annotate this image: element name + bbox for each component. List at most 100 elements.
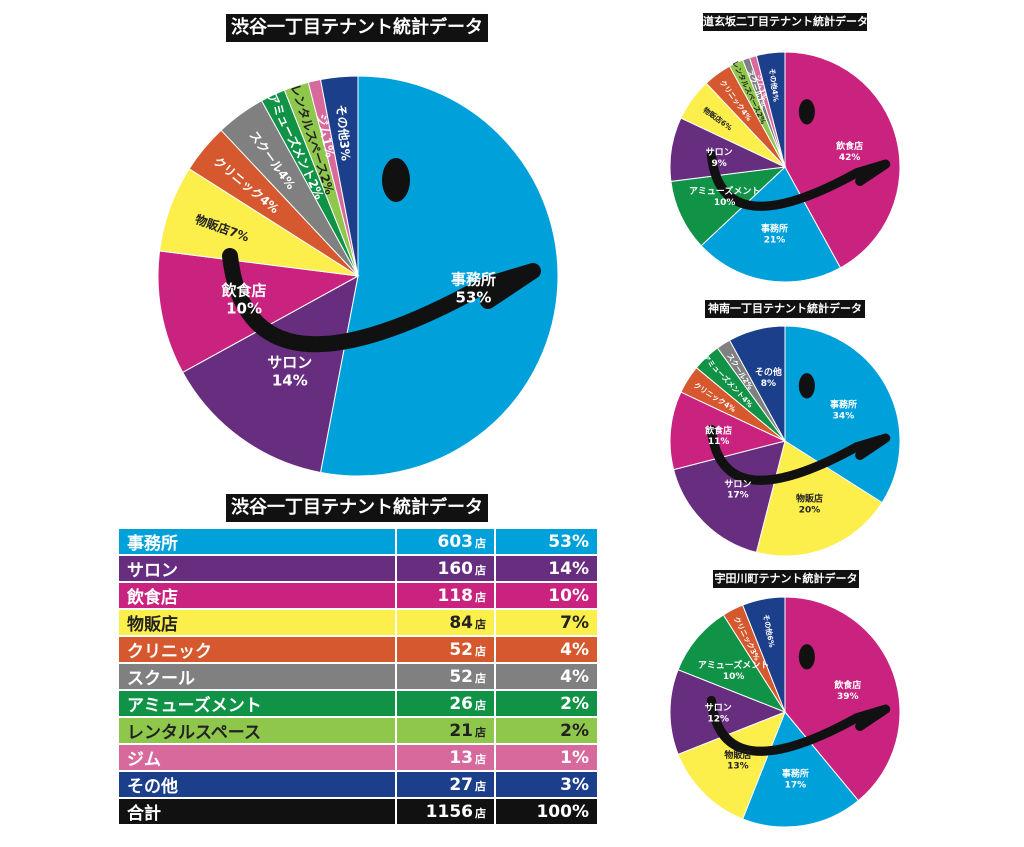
slice-value-label: 12% xyxy=(708,714,730,724)
pie-slice-salon xyxy=(182,275,359,474)
slice-value-label: 53% xyxy=(456,289,492,307)
slice-label-group: その他4% xyxy=(767,68,780,103)
row-label: その他 xyxy=(119,771,397,799)
pie-slice-office xyxy=(700,166,842,283)
smiley-mouth xyxy=(222,248,541,353)
slice-value-label: 42% xyxy=(839,153,861,163)
main-chart-title: 渋谷一丁目テナント統計データ xyxy=(226,14,488,42)
slice-label: 物販店 xyxy=(796,493,823,505)
slice-label: サロン xyxy=(706,147,733,158)
row-label: クリニック xyxy=(119,636,397,664)
slice-label: 物販店 xyxy=(724,749,751,761)
pie-slice-other xyxy=(742,596,786,713)
unit-label: 店 xyxy=(475,671,486,685)
slice-label: その他 xyxy=(755,366,782,378)
slice-value-label: 34% xyxy=(833,411,855,421)
smiley-eye xyxy=(382,158,410,202)
slice-label: 飲食店 xyxy=(833,679,861,691)
unit-label: 店 xyxy=(475,644,486,658)
table-row: クリニック 52 店 4% xyxy=(119,636,597,664)
row-count: 21 店 xyxy=(395,717,495,745)
slice-label: 事務所 xyxy=(830,399,857,411)
slice-value-label: 13% xyxy=(727,762,749,772)
udagawa-chart-title: 宇田川町テナント統計データ xyxy=(713,570,859,588)
dogenzaka-chart-title: 道玄坂二丁目テナント統計データ xyxy=(703,13,868,31)
table-row: アミューズメント 26 店 2% xyxy=(119,690,597,718)
row-label: 事務所 xyxy=(119,529,397,556)
slice-value-label: 14% xyxy=(272,372,308,390)
slice-value-label: 10% xyxy=(714,198,736,208)
unit-label: 店 xyxy=(475,590,486,604)
table-row: 合計 1156 店 100% xyxy=(119,798,597,826)
slice-label: 事務所 xyxy=(761,223,788,235)
smiley-mouth xyxy=(706,695,891,756)
row-count: 13 店 xyxy=(395,744,495,772)
row-count: 84 店 xyxy=(395,609,495,637)
row-percent: 100% xyxy=(494,798,597,826)
pie-slice-other xyxy=(755,51,786,168)
pie-slice-retail xyxy=(677,711,786,820)
unit-label: 店 xyxy=(475,617,486,631)
slice-value-label: 17% xyxy=(727,491,749,501)
tenant-table: 事務所 603 店 53% サロン 160 店 14% 飲食店 118 店 10% 物販店 84 店 7% クリ… xyxy=(119,529,597,826)
pie-slice-retail xyxy=(755,440,883,557)
smiley-eye xyxy=(798,373,815,399)
row-percent: 7% xyxy=(494,609,597,637)
unit-label: 店 xyxy=(475,536,486,550)
slice-value-label: 10% xyxy=(226,299,262,317)
pie-slice-amusement xyxy=(677,614,787,714)
row-percent: 2% xyxy=(494,690,597,718)
unit-label: 店 xyxy=(475,698,486,712)
row-percent: 2% xyxy=(494,717,597,745)
slice-value-label: 10% xyxy=(723,672,745,682)
row-label: スクール xyxy=(119,663,397,691)
pie-slice-office xyxy=(784,325,901,504)
smiley-eye xyxy=(798,99,815,125)
slice-value-label: 11% xyxy=(708,437,730,447)
row-label: サロン xyxy=(119,555,397,583)
slice-value-label: 21% xyxy=(764,235,786,245)
table-row: 飲食店 118 店 10% xyxy=(119,582,597,610)
row-percent: 3% xyxy=(494,771,597,799)
row-count: 27 店 xyxy=(395,771,495,799)
unit-label: 店 xyxy=(475,725,486,739)
unit-label: 店 xyxy=(475,779,486,793)
row-label: ジム xyxy=(119,744,397,772)
slice-label: サロン xyxy=(724,479,751,490)
pie-slice-other xyxy=(728,325,786,442)
row-count: 52 店 xyxy=(395,636,495,664)
pie-slice-food xyxy=(784,596,901,802)
row-label: 飲食店 xyxy=(119,582,397,610)
slice-value-label: 9% xyxy=(711,159,726,169)
row-label: 物販店 xyxy=(119,609,397,637)
row-count: 603 店 xyxy=(395,529,495,556)
row-percent: 4% xyxy=(494,636,597,664)
pie-slice-salon xyxy=(673,440,786,553)
pie-slice-food xyxy=(669,391,787,471)
row-count: 26 店 xyxy=(395,690,495,718)
table-row: サロン 160 店 14% xyxy=(119,555,597,583)
slice-label: 事務所 xyxy=(782,768,809,780)
smiley-mouth xyxy=(706,424,891,485)
table-row: ジム 13 店 1% xyxy=(119,744,597,772)
row-percent: 53% xyxy=(494,529,597,556)
slice-value-label: 39% xyxy=(837,692,859,702)
slice-label: 事務所 xyxy=(451,271,496,289)
